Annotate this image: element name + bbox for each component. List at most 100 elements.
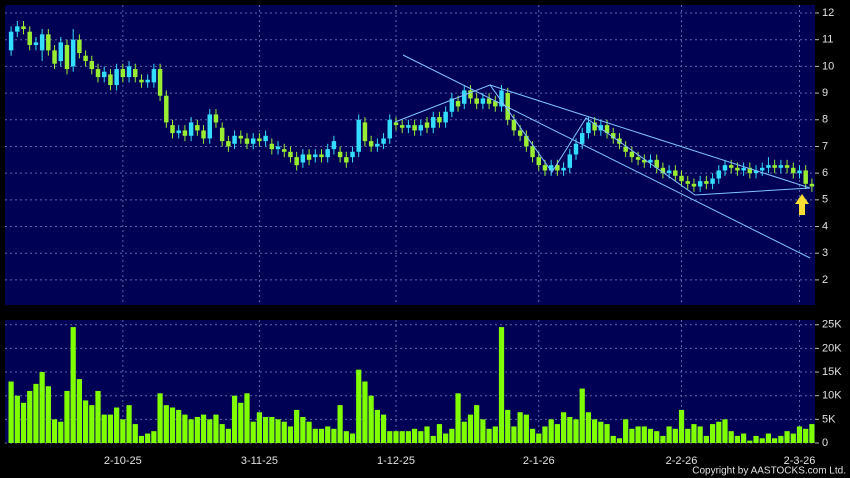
volume-bar [39,372,45,443]
candle-body [306,154,312,160]
candle-body [499,90,504,107]
volume-bar [691,424,697,443]
candle-body [83,55,88,62]
volume-bar [294,409,300,443]
volume-bar [529,428,536,443]
candle-body [58,42,64,62]
volume-bar [610,435,616,443]
volume-bar [176,409,182,443]
candle-body [362,122,368,142]
candle-body [505,93,510,120]
candle-body [46,34,51,51]
y-tick-label: 7 [822,140,828,152]
volume-bar [505,409,511,443]
candle-body [791,167,796,174]
volume-bar [58,421,64,443]
candle-body [195,125,200,131]
volume-bar [467,414,474,443]
candle-body [387,119,393,139]
candle-body [735,167,740,171]
y-tick-label: 5 [822,194,828,206]
volume-bar [716,421,722,443]
candle-body [393,122,399,126]
candle-body [443,111,448,123]
candle-body [455,101,461,107]
volume-bar [200,414,207,443]
candle-body [629,151,635,158]
candle-body [344,157,349,163]
candle-body [170,125,175,134]
volume-bar [82,400,89,443]
y-tick-label: 0 [822,437,828,449]
candle-body [685,181,690,184]
volume-bar [64,390,70,443]
y-tick-label: 3 [822,247,828,259]
candle-body [449,98,455,112]
volume-bar [536,433,542,443]
x-tick-label: 1-12-25 [377,455,415,467]
candle-body [219,127,225,142]
volume-bar [33,383,39,443]
volume-bar [263,416,269,443]
volume-bar [213,414,219,443]
volume-bar [225,428,231,443]
trend-lines [394,54,811,259]
volume-bar [678,409,685,443]
volume-bar [374,409,380,443]
candle-body [95,69,101,78]
candle-body [201,130,206,139]
candle-body [282,149,287,152]
volume-bar [318,428,325,443]
candle-body [15,26,20,32]
volume-bar [14,395,20,443]
volume-bar [778,435,784,443]
candle-body [710,178,715,184]
volume-bar [796,426,803,443]
candle-body [586,122,591,134]
candle-body [319,154,324,158]
candle-body [412,125,417,131]
volume-bar [616,438,623,443]
marks [8,21,815,443]
volume-bar [306,421,312,443]
volume-bar [126,405,132,443]
x-tick-label: 2-10-25 [104,455,142,467]
candle-body [747,167,753,174]
copyright: Copyright by AASTOCKS.com Ltd. [692,466,846,477]
candle-body [288,151,293,158]
y-tick-label: 9 [822,87,828,99]
volume-bar [492,426,498,443]
candle-body [778,165,784,168]
volume-bar [765,433,772,443]
candle-body [592,122,597,131]
candle-body [536,157,541,166]
candle-body [250,138,256,144]
x-tick-label: 2-3-26 [784,455,816,467]
volume-bar [753,435,759,443]
y-tick-label: 15K [822,366,842,378]
volume-bar [331,428,337,443]
candle-body [133,69,138,78]
candle-body [275,146,281,150]
candle-body [337,151,343,158]
candle-body [39,34,45,51]
candle-body [325,149,330,158]
candle-body [176,130,181,134]
volume-bar [685,428,691,443]
candle-body [437,117,442,123]
volume-bar [411,428,418,443]
volume-bar [585,412,592,443]
volume-bar [163,405,169,443]
candle-body [126,66,132,78]
volume-bar [486,428,492,443]
candle-body [120,69,126,78]
trend-line [402,54,811,259]
volume-bar [269,416,275,443]
volume-bar [368,395,374,443]
candle-body [356,119,361,152]
volume-bar [169,407,176,443]
volume-bar [697,426,703,443]
volume-bar [554,424,560,443]
candle-body [679,175,684,182]
